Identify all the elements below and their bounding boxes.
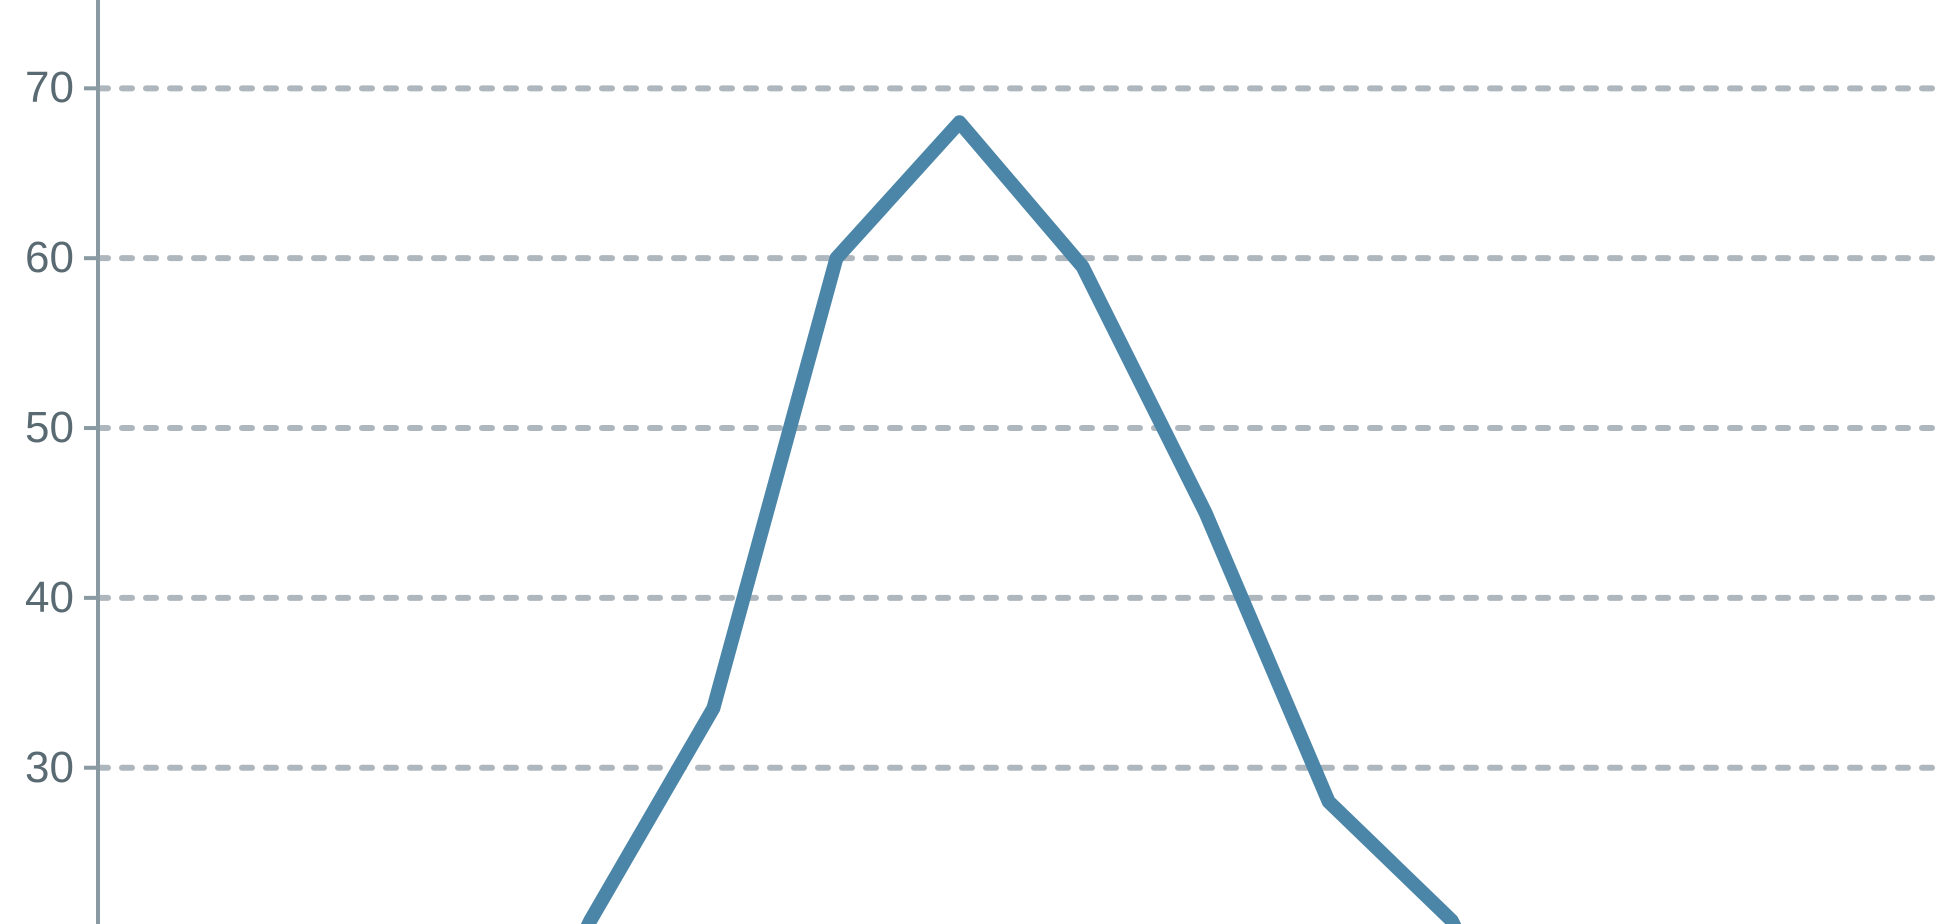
y-axis-tick-label: 70 [4, 63, 74, 113]
y-axis-tick-label: 30 [4, 743, 74, 793]
y-axis-tick-label: 40 [4, 573, 74, 623]
y-axis-tick-label: 60 [4, 233, 74, 283]
y-axis-tick-label: 50 [4, 403, 74, 453]
series-line [467, 122, 1575, 924]
chart-canvas [0, 0, 1944, 924]
line-chart: 70 60 50 40 30 [0, 0, 1944, 924]
